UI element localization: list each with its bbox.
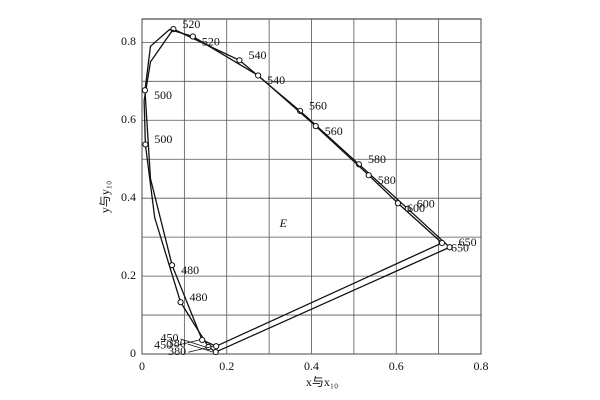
point-label: 540 xyxy=(248,48,266,62)
point-label: 560 xyxy=(309,99,327,113)
point-label: 450 xyxy=(154,338,172,352)
y-tick-label: 0.8 xyxy=(121,34,136,48)
locus-point xyxy=(296,107,304,115)
locus-point xyxy=(446,244,453,251)
point-label: 650 xyxy=(459,235,477,249)
locus-point xyxy=(142,141,149,148)
leader-line xyxy=(174,339,200,347)
leader-line xyxy=(188,345,214,353)
point-label: 540 xyxy=(267,73,285,87)
locus-point xyxy=(394,200,402,207)
point-label: 380 xyxy=(168,344,186,358)
point-label: 480 xyxy=(190,290,208,304)
locus-point xyxy=(189,33,196,40)
locus-point xyxy=(312,123,319,130)
x-tick-label: 0.2 xyxy=(219,359,234,373)
locus-point xyxy=(199,336,206,344)
x-tick-label: 0.6 xyxy=(389,359,404,373)
point-label: 560 xyxy=(325,124,343,138)
point-label: 520 xyxy=(202,34,220,48)
point-label: 600 xyxy=(417,196,435,210)
point-label: 580 xyxy=(378,173,396,187)
locus-point xyxy=(255,72,262,79)
locus-point xyxy=(212,348,219,356)
y-tick-label: 0.2 xyxy=(121,268,136,282)
x-tick-label: 0.4 xyxy=(304,359,319,373)
locus-point xyxy=(438,239,446,247)
point-label: 480 xyxy=(181,263,199,277)
point-label: 650 xyxy=(451,241,469,255)
y-tick-label: 0.4 xyxy=(121,190,136,204)
annotation: E xyxy=(279,216,288,230)
locus-point xyxy=(141,87,149,94)
locus-point xyxy=(168,262,176,269)
y-axis-label: y与y₁₀ xyxy=(98,181,112,213)
y-tick-label: 0 xyxy=(130,346,136,360)
x-axis-label: x与x₁₀ xyxy=(306,375,338,389)
point-label: 580 xyxy=(368,152,386,166)
x-tick-label: 0 xyxy=(139,359,145,373)
locus-point xyxy=(236,57,243,64)
point-label: 500 xyxy=(154,88,172,102)
leader-line xyxy=(187,343,213,353)
locus-point xyxy=(177,299,184,306)
point-label: 500 xyxy=(154,132,172,146)
locus-point xyxy=(365,172,372,179)
point-label: 520 xyxy=(182,17,200,31)
point-label: 450 xyxy=(161,331,179,345)
point-label: 600 xyxy=(407,201,425,215)
x-tick-label: 0.8 xyxy=(474,359,489,373)
y-tick-label: 0.6 xyxy=(121,112,136,126)
leader-line xyxy=(180,338,206,348)
locus-line xyxy=(144,28,444,347)
locus-point xyxy=(213,343,220,350)
